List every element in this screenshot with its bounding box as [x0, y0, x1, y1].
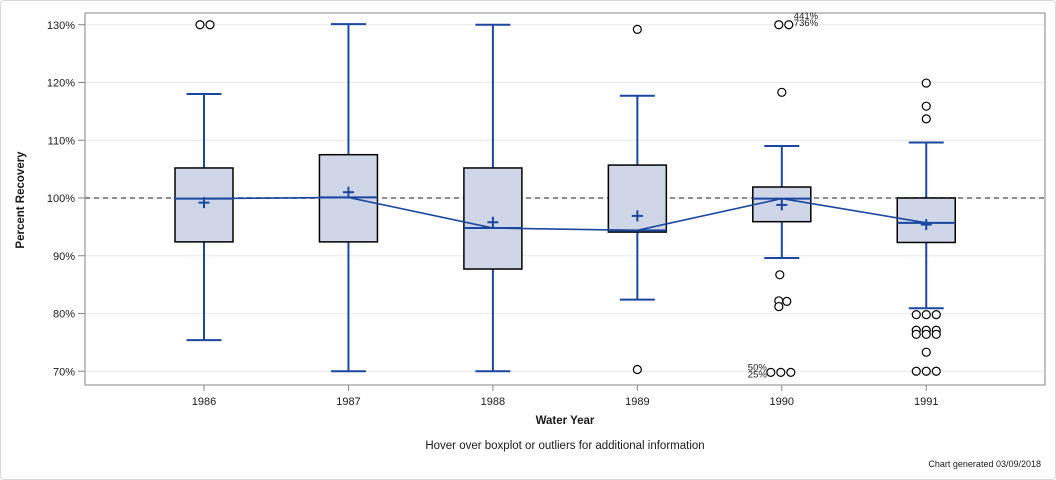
y-tick-label: 100% [47, 193, 75, 205]
generated-date-note: Chart generated 03/09/2018 [928, 459, 1041, 469]
outlier-label: 50% [748, 363, 768, 374]
outlier-point[interactable] [784, 20, 794, 30]
y-tick-label: 80% [53, 309, 75, 321]
outlier-point[interactable] [205, 20, 215, 30]
box-1989[interactable] [607, 94, 668, 301]
y-tick-label: 70% [53, 366, 75, 378]
axis-tick-labels: 70% 80% 90% 100% 110% 120% 130% 1986 1987 1988 198… [47, 20, 939, 408]
outlier-point[interactable] [921, 347, 931, 357]
median-connect-line [203, 196, 927, 232]
x-axis-title: Water Year [535, 415, 595, 427]
outlier-point[interactable] [931, 366, 941, 376]
outlier-point[interactable] [782, 296, 792, 306]
outlier-point[interactable] [776, 367, 786, 378]
outlier-label: 736% [794, 18, 819, 29]
outlier-point[interactable] [921, 329, 931, 339]
y-tick-label: 120% [47, 78, 75, 90]
outlier-point[interactable] [921, 114, 931, 124]
outlier-point[interactable] [921, 78, 931, 88]
x-tick-label: 1990 [770, 396, 794, 408]
outlier-label: 441% [794, 11, 819, 22]
x-tick-label: 1989 [625, 396, 649, 408]
outlier-point[interactable] [911, 329, 921, 339]
x-tick-label: 1986 [192, 396, 216, 408]
outlier-point[interactable] [786, 367, 796, 378]
outlier-point[interactable] [195, 20, 205, 30]
x-tick-label: 1991 [914, 396, 938, 408]
outlier-point[interactable] [632, 24, 642, 34]
median-and-mean-markers [175, 186, 956, 232]
x-tick-label: 1987 [336, 396, 360, 408]
outlier-point[interactable] [911, 366, 921, 376]
outlier-point[interactable] [911, 310, 921, 320]
outlier-point[interactable] [774, 301, 784, 312]
outlier-value-labels: 441%736% 50%25% [748, 11, 819, 381]
outlier-point[interactable] [774, 20, 784, 30]
box-1986[interactable] [174, 93, 234, 342]
outlier-point[interactable] [775, 270, 785, 280]
outlier-point[interactable] [766, 367, 776, 378]
outlier-point[interactable] [921, 310, 931, 320]
y-tick-label: 90% [53, 251, 75, 263]
box-1988[interactable] [463, 23, 523, 373]
plot-frame [84, 12, 1046, 386]
outlier-point[interactable] [931, 329, 941, 339]
hover-hint-text: Hover over boxplot or outliers for addit… [425, 440, 705, 452]
outlier-point[interactable] [931, 310, 941, 320]
outlier-label: 25% [748, 370, 768, 381]
x-tick-label: 1988 [481, 396, 505, 408]
outlier-points[interactable] [195, 20, 941, 378]
outlier-point[interactable] [921, 101, 931, 111]
outlier-point[interactable] [632, 364, 642, 375]
y-tick-label: 110% [48, 135, 76, 147]
y-tick-label: 130% [47, 20, 75, 32]
axis-ticks [78, 24, 927, 391]
outlier-point[interactable] [777, 87, 787, 97]
outlier-point[interactable] [921, 366, 931, 376]
